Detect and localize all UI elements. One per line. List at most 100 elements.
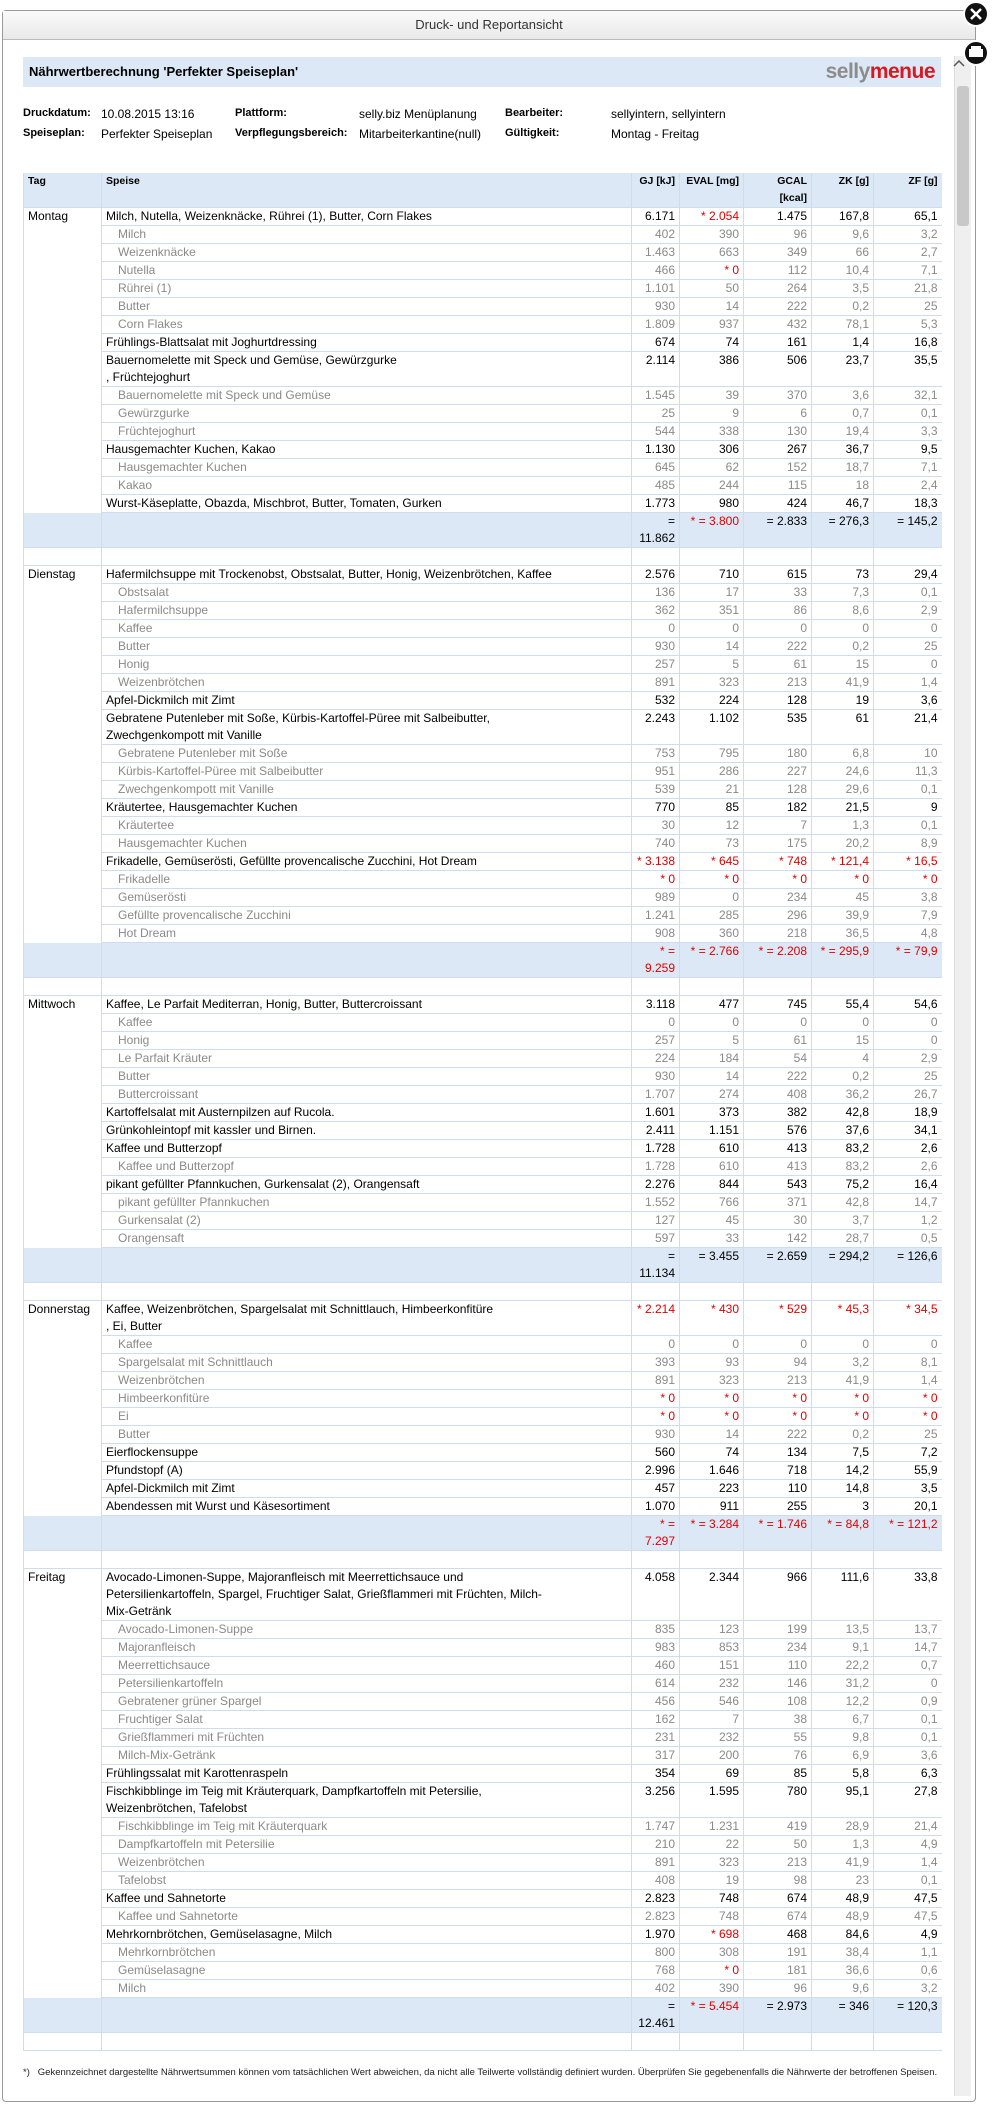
nutrition-table: Tag Speise GJ [kJ] EVAL [mg] GCAL [kcal] ZK [… (23, 173, 942, 2051)
value-cell: 74 (679, 1443, 744, 1462)
component-row: Milch 402 390 96 9,6 3,2 (23, 225, 942, 244)
value-cell: * = 5.454 (679, 1997, 744, 2033)
value-cell: * 698 (679, 1925, 744, 1944)
dish-name: Gebratene Putenleber mit Soße, Kürbis-Ka… (101, 709, 632, 745)
value-cell: 128 (743, 780, 812, 799)
value-cell: * 45,3 (811, 1300, 874, 1336)
day-tag-empty (23, 762, 102, 781)
component-name: Fruchtiger Salat (101, 1710, 632, 1729)
value-cell: 1.728 (631, 1139, 680, 1158)
report-window: Druck- und Reportansicht Nährwertberechn… (2, 10, 976, 2102)
day-tag-empty (23, 1193, 102, 1212)
value-cell: 96 (743, 1979, 812, 1998)
scrollbar[interactable] (954, 56, 971, 2096)
value-cell: 674 (743, 1907, 812, 1926)
day-tag-empty (23, 1103, 102, 1122)
value-cell: 54,6 (873, 995, 942, 1014)
value-cell: 19 (811, 691, 874, 710)
scroll-up[interactable] (953, 59, 965, 67)
component-name: Kaffee (101, 1013, 632, 1032)
component-row: Butter 930 14 222 0,2 25 (23, 297, 942, 316)
close-button[interactable] (963, 1, 989, 27)
value-cell: 7,3 (811, 583, 874, 602)
day-tag-empty (23, 1728, 102, 1747)
value-cell: 0,6 (873, 1961, 942, 1980)
value-cell: 0,1 (873, 1710, 942, 1729)
value-cell: 908 (631, 924, 680, 943)
day-tag: Montag (23, 207, 102, 226)
value-cell: 0,1 (873, 816, 942, 835)
dish-name: Frühlingssalat mit Karottenraspeln (101, 1764, 632, 1783)
component-name: Kräutertee (101, 816, 632, 835)
value-cell: 645 (631, 458, 680, 477)
day-tag-empty (23, 1692, 102, 1711)
value-cell: = 120,3 (873, 1997, 942, 2033)
value-cell: 41,9 (811, 1853, 874, 1872)
value-cell: 0 (679, 1335, 744, 1354)
value-cell: 41,9 (811, 1371, 874, 1390)
component-name: Hausgemachter Kuchen (101, 834, 632, 853)
component-row: Kaffee 0 0 0 0 0 (23, 1335, 942, 1354)
component-row: Hafermilchsuppe 362 351 86 8,6 2,9 (23, 601, 942, 620)
value-cell: 50 (679, 279, 744, 298)
value-cell: 424 (743, 494, 812, 513)
report-content: Nährwertberechnung 'Perfekter Speiseplan… (15, 51, 945, 2091)
value-cell: 296 (743, 906, 812, 925)
day-tag-empty (23, 1157, 102, 1176)
value-cell: 227 (743, 762, 812, 781)
value-cell: 128 (743, 691, 812, 710)
dish-row: Abendessen mit Wurst und Käsesortiment 1.… (23, 1497, 942, 1516)
dish-name: Kräutertee, Hausgemachter Kuchen (101, 798, 632, 817)
value-cell: 33 (743, 583, 812, 602)
value-cell: 15 (811, 655, 874, 674)
value-cell: * 0 (631, 1407, 680, 1426)
column-header: EVAL [mg] (679, 173, 744, 208)
value-cell: 745 (743, 995, 812, 1014)
day-tag-empty (23, 1247, 102, 1283)
value-cell: 222 (743, 637, 812, 656)
value-cell: 9,6 (811, 1979, 874, 1998)
component-row: Hausgemachter Kuchen 645 62 152 18,7 7,1 (23, 458, 942, 477)
value-cell: 232 (679, 1674, 744, 1693)
value-cell: 1.463 (631, 243, 680, 262)
value-cell: 61 (743, 1031, 812, 1050)
value-cell: 32,1 (873, 386, 942, 405)
value-cell: 308 (679, 1943, 744, 1962)
dish-name: Avocado-Limonen-Suppe, Majoranfleisch mi… (101, 1568, 632, 1621)
day-tag: Dienstag (23, 565, 102, 584)
print-button[interactable] (963, 40, 989, 66)
value-cell: 267 (743, 440, 812, 459)
value-cell: 9,1 (811, 1638, 874, 1657)
value-cell: 11,3 (873, 762, 942, 781)
value-cell: 748 (679, 1889, 744, 1908)
value-cell: * 16,5 (873, 852, 942, 871)
spacer-cell (743, 547, 812, 566)
value-cell: 25 (873, 1425, 942, 1444)
day-tag-empty (23, 924, 102, 943)
dish-row: Montag Milch, Nutella, Weizenknäcke, Rühr… (23, 207, 942, 226)
value-cell: 13,5 (811, 1620, 874, 1639)
value-cell: 7,5 (811, 1443, 874, 1462)
component-name: Weizenknäcke (101, 243, 632, 262)
dish-row: Kräutertee, Hausgemachter Kuchen 770 85 182… (23, 798, 942, 817)
day-tag-empty (23, 619, 102, 638)
value-cell: * = 295,9 (811, 942, 874, 978)
spacer-cell (743, 1282, 812, 1301)
value-cell: 69 (679, 1764, 744, 1783)
spacer-cell (873, 977, 942, 996)
value-cell: 6,7 (811, 1710, 874, 1729)
component-row: Gemüserösti 989 0 234 45 3,8 (23, 888, 942, 907)
value-cell: 0 (873, 1674, 942, 1693)
value-cell: 718 (743, 1461, 812, 1480)
component-name: Butter (101, 637, 632, 656)
value-cell: * 0 (743, 870, 812, 889)
scroll-thumb[interactable] (957, 86, 969, 226)
dish-row: Donnerstag Kaffee, Weizenbrötchen, Sparge… (23, 1300, 942, 1336)
value-cell: * = 7.297 (631, 1515, 680, 1551)
value-cell: 3,6 (873, 691, 942, 710)
component-row: Ei * 0 * 0 * 0 * 0 * 0 (23, 1407, 942, 1426)
value-cell: 748 (679, 1907, 744, 1926)
value-cell: 1.707 (631, 1085, 680, 1104)
value-cell: 930 (631, 1425, 680, 1444)
value-cell: 10 (873, 744, 942, 763)
